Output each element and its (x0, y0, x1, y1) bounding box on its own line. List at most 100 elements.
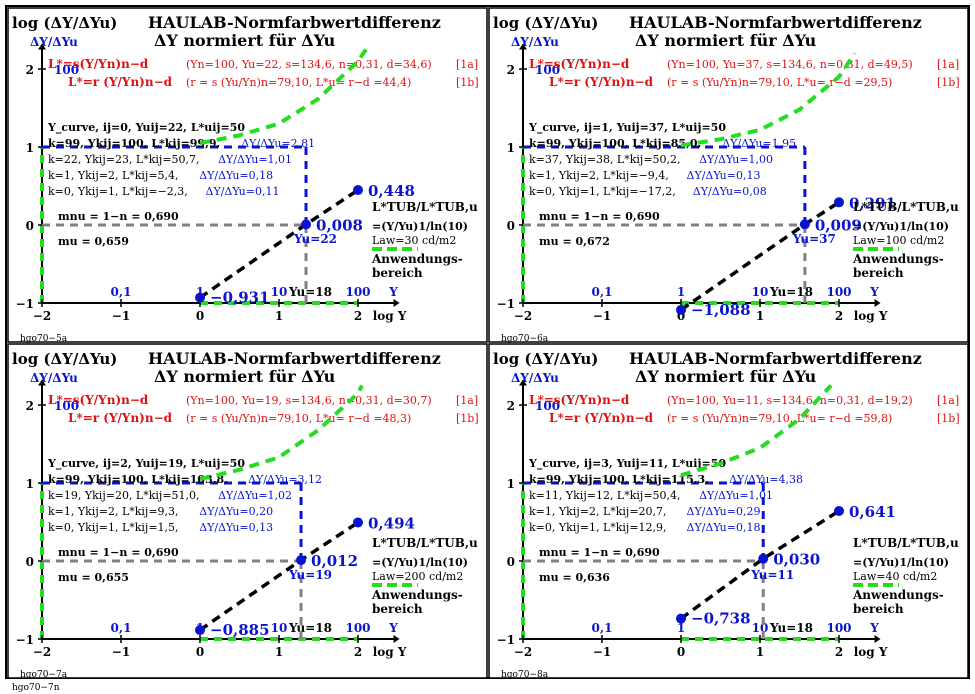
info-ratio-2: ΔY/ΔYu=1,95 (722, 137, 796, 150)
axis-Y-label: Y (388, 621, 398, 635)
info-ratio-5: ΔY/ΔYu=0,13 (199, 521, 273, 534)
info-ratio-4: ΔY/ΔYu=0,13 (687, 169, 761, 182)
x-tick-label: 0 (677, 309, 685, 323)
info-line-1: Y_curve, ij=3, Yuij=11, L*uij=50 (528, 457, 726, 471)
x-axis-label: log Y (854, 645, 888, 659)
reference-curve (680, 52, 857, 148)
info-line-2: k=99, Ykij=100, L*kij=85,0, (529, 137, 701, 150)
lin-tick-label: 100 (826, 285, 851, 299)
info-line-3: k=22, Ykij=23, L*kij=50,7, (48, 153, 200, 166)
y-axis-label-2: ΔY/ΔYu (30, 35, 78, 49)
x-axis-arrow (874, 299, 881, 307)
info-line-4: k=1, Ykij=2, L*kij=20,7, (529, 505, 667, 518)
data-point (834, 506, 844, 517)
data-point (676, 613, 686, 624)
equation-1a-tag: [1a] (937, 58, 959, 71)
y-tick-label: −1 (497, 633, 515, 647)
data-label: 0,448 (368, 182, 415, 200)
info-line-1: Y_curve, ij=0, Yuij=22, L*uij=50 (47, 121, 245, 135)
legend-text-2: bereich (372, 602, 423, 616)
legend-luminance: Law=30 cd/m2 (372, 234, 456, 247)
equation-1b-tag: [1b] (456, 412, 479, 425)
equation-1b-tag: [1b] (456, 76, 479, 89)
legend-formula: =(Y/Yu)1/ln(10) (853, 556, 949, 569)
panel-frame (488, 343, 969, 679)
info-line-4: k=1, Ykij=2, L*kij=−9,4, (529, 169, 669, 182)
y-tick-label: 0 (26, 219, 34, 233)
legend-ratio: L*TUB/L*TUB,u (853, 200, 959, 214)
mu-label: mu = 0,659 (58, 235, 129, 248)
info-ratio-3: ΔY/ΔYu=1,01 (218, 153, 292, 166)
mu-label: mu = 0,636 (539, 571, 610, 584)
y-lin-label: 100 (535, 399, 560, 413)
y-axis-arrow (519, 43, 527, 50)
info-ratio-5: ΔY/ΔYu=0,08 (693, 185, 767, 198)
panel-code: hgo70−7a (20, 670, 68, 680)
lin-tick-label: 0,1 (592, 621, 613, 635)
data-point (799, 219, 810, 230)
info-ratio-2: ΔY/ΔYu=2,81 (241, 137, 315, 150)
info-ratio-3: ΔY/ΔYu=1,01 (699, 489, 773, 502)
x-axis-label: log Y (854, 309, 888, 323)
equation-1a: L*=s(Y/Yn)n−d (48, 57, 149, 71)
info-ratio-4: ΔY/ΔYu=0,18 (199, 169, 273, 182)
equation-1a-tag: [1a] (456, 394, 478, 407)
lin-tick-label: 0,1 (111, 285, 132, 299)
panel-frame (7, 7, 488, 343)
panel-code: hgo70−8a (501, 670, 549, 680)
equation-1a: L*=s(Y/Yn)n−d (529, 393, 630, 407)
legend-formula: =(Y/Yu)1/ln(10) (853, 220, 949, 233)
data-point (353, 517, 363, 528)
axis-Y-label: Y (388, 285, 398, 299)
data-label: −0,738 (691, 610, 751, 628)
axis-Y-label: Y (869, 621, 879, 635)
info-line-5: k=0, Ykij=1, L*kij=1,5, (48, 521, 179, 534)
data-point (353, 185, 363, 196)
info-line-4: k=1, Ykij=2, L*kij=5,4, (48, 169, 179, 182)
y-tick-label: −1 (16, 633, 34, 647)
info-ratio-3: ΔY/ΔYu=1,02 (218, 489, 292, 502)
panel-frame (488, 7, 969, 343)
x-tick-label: 1 (756, 645, 764, 659)
data-point (195, 625, 205, 636)
data-label: 0,030 (773, 551, 820, 569)
y-tick-label: 1 (507, 477, 515, 491)
x-tick-label: −1 (593, 309, 611, 323)
data-label: −0,931 (210, 289, 270, 307)
data-point (834, 197, 844, 208)
x-tick-label: 0 (677, 645, 685, 659)
yu-axis-label: Yu=18 (769, 285, 813, 299)
legend-text-2: bereich (853, 602, 904, 616)
x-tick-label: 0 (196, 309, 204, 323)
yu-axis-label: Yu=18 (288, 285, 332, 299)
x-tick-label: 1 (275, 309, 283, 323)
legend-text-1: Anwendungs- (852, 252, 944, 266)
equation-1a: L*=s(Y/Yn)n−d (48, 393, 149, 407)
y-tick-label: 0 (507, 219, 515, 233)
legend-text-1: Anwendungs- (371, 252, 463, 266)
x-tick-label: −1 (112, 309, 130, 323)
data-label: 0,009 (815, 216, 862, 234)
panel-subtitle: ΔY normiert für ΔYu (635, 367, 817, 386)
x-axis-label: log Y (373, 645, 407, 659)
equation-1b: L*=r (Y/Yn)n−d (549, 411, 654, 425)
x-tick-label: −2 (514, 309, 532, 323)
data-point (195, 292, 205, 303)
lin-tick-label: 100 (826, 621, 851, 635)
panel-title: HAULAB-Normfarbwertdifferenz (148, 13, 441, 32)
info-line-5: k=0, Ykij=1, L*kij=−17,2, (529, 185, 676, 198)
equation-1b-params: (r = s (Yu/Yn)n=79,10, L*u= r−d =48,3) (186, 412, 411, 425)
equation-1a-params: (Yn=100, Yu=22, s=134,6, n=0,31, d=34,6) (186, 58, 432, 71)
data-label: −0,885 (210, 621, 270, 639)
x-axis-arrow (393, 299, 400, 307)
y-axis-arrow (519, 379, 527, 386)
yu-point-label: Yu=37 (792, 232, 836, 246)
y-axis-label: log (ΔY/ΔYu) (12, 350, 117, 368)
x-tick-label: 2 (835, 645, 843, 659)
equation-1b-params: (r = s (Yu/Yn)n=79,10, L*u= r−d =59,8) (667, 412, 892, 425)
equation-1a: L*=s(Y/Yn)n−d (529, 57, 630, 71)
data-label: 0,008 (316, 216, 363, 234)
legend-text-2: bereich (372, 266, 423, 280)
